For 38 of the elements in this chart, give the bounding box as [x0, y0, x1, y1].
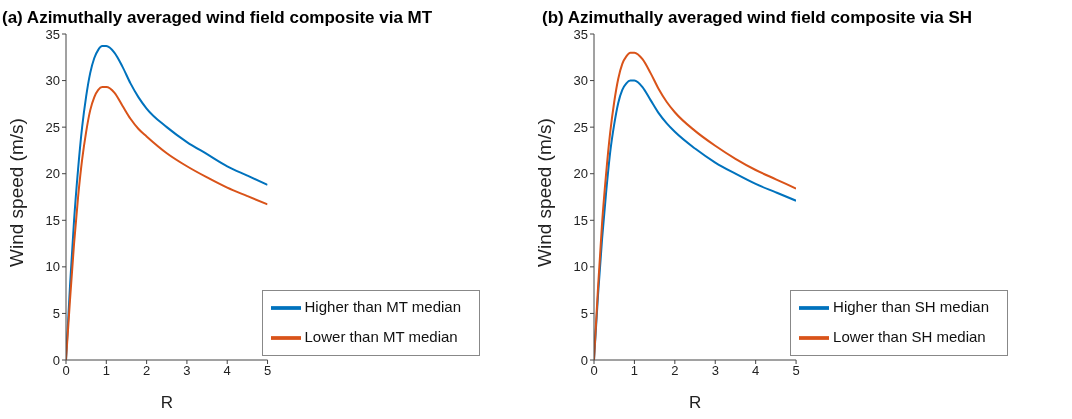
- x-axis-title: R: [688, 393, 702, 412]
- legend-label: Lower than MT median: [304, 328, 458, 346]
- chart-title: (a) Azimuthally averaged wind field composite via MT: [2, 8, 434, 29]
- y-tick-label: 5: [52, 306, 60, 322]
- y-tick-label: 30: [573, 73, 588, 89]
- y-tick-label: 0: [52, 352, 60, 368]
- x-axis-title: R: [160, 393, 173, 412]
- y-tick-label: 20: [45, 166, 60, 182]
- x-tick-label: 5: [263, 363, 272, 379]
- legend-label: Lower than SH median: [833, 328, 986, 346]
- x-tick-label: 4: [223, 363, 231, 379]
- y-tick-label: 10: [45, 259, 60, 275]
- x-tick-label: 2: [671, 363, 679, 379]
- y-tick-label: 10: [573, 259, 588, 275]
- y-tick-label: 25: [573, 119, 588, 135]
- chart-title: (b) Azimuthally averaged wind field composite via SH: [542, 8, 974, 29]
- y-axis-title: Wind speed (m/s): [533, 118, 555, 267]
- y-tick-label: 35: [45, 26, 60, 42]
- y-tick-label: 15: [573, 212, 588, 228]
- y-tick-label: 15: [45, 212, 60, 228]
- x-tick-label: 0: [590, 363, 598, 379]
- y-tick-label: 20: [573, 166, 588, 182]
- legend-label: Higher than MT median: [304, 298, 461, 316]
- x-tick-label: 4: [752, 363, 760, 379]
- y-axis-title: Wind speed (m/s): [5, 118, 27, 267]
- x-tick-label: 1: [102, 363, 110, 379]
- y-tick-label: 30: [45, 73, 60, 89]
- y-tick-label: 0: [580, 352, 588, 368]
- x-tick-label: 2: [143, 363, 151, 379]
- y-tick-label: 35: [573, 26, 588, 42]
- y-tick-label: 5: [580, 306, 588, 322]
- y-tick-label: 25: [45, 119, 60, 135]
- x-tick-label: 5: [792, 363, 800, 379]
- x-tick-label: 1: [630, 363, 639, 379]
- legend-label: Higher than SH median: [833, 298, 989, 316]
- x-tick-label: 3: [711, 363, 719, 379]
- x-tick-label: 0: [62, 363, 70, 379]
- x-tick-label: 3: [183, 363, 191, 379]
